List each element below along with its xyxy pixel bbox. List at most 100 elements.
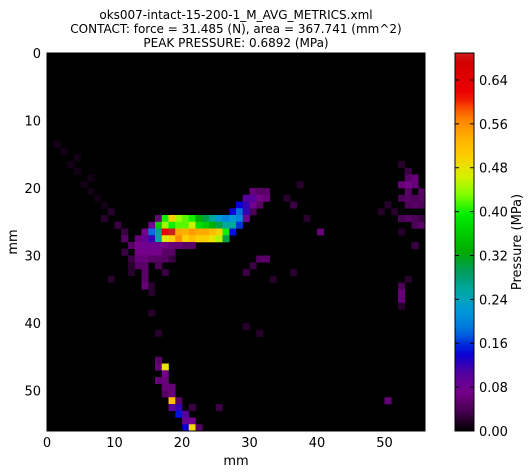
heatmap-cell	[141, 269, 149, 277]
plot-area	[47, 53, 425, 431]
heatmap-cell	[215, 215, 223, 223]
heatmap-cell	[256, 329, 264, 337]
heatmap-cell	[411, 194, 419, 202]
heatmap-cell	[256, 188, 264, 196]
heatmap-cell	[141, 248, 149, 256]
x-tick-label: 20	[174, 436, 191, 451]
heatmap-cell	[161, 242, 169, 250]
y-tick-label: 10	[24, 115, 41, 130]
heatmap-cell	[155, 255, 163, 263]
heatmap-cell	[67, 161, 75, 169]
heatmap-cell	[161, 269, 169, 277]
heatmap-cell	[128, 262, 136, 270]
heatmap-cell	[128, 242, 136, 250]
heatmap-cell	[404, 181, 412, 189]
chart-title: oks007-intact-15-200-1_M_AVG_METRICS.xml…	[70, 8, 401, 50]
heatmap-cell	[161, 228, 169, 236]
colorbar-tick-label: 0.56	[479, 118, 508, 133]
heatmap-cell	[188, 221, 196, 229]
heatmap-cell	[182, 410, 190, 418]
heatmap-cell	[182, 424, 190, 432]
heatmap-cell	[121, 248, 129, 256]
heatmap-cell	[398, 161, 406, 169]
colorbar-tick-label: 0.40	[479, 206, 508, 221]
heatmap-cell	[209, 228, 217, 236]
heatmap-cell	[141, 235, 149, 243]
heatmap-cell	[411, 242, 419, 250]
heatmap-cell	[161, 255, 169, 263]
heatmap-cell	[182, 228, 190, 236]
colorbar	[455, 53, 474, 431]
heatmap-cell	[418, 221, 426, 229]
heatmap-cell	[236, 221, 244, 229]
y-tick-label: 50	[24, 385, 41, 400]
heatmap-cell	[128, 269, 136, 277]
heatmap-cell	[168, 228, 176, 236]
heatmap-cell	[202, 228, 210, 236]
heatmap-cell	[175, 397, 183, 405]
heatmap-cell	[269, 275, 277, 283]
heatmap-cell	[141, 255, 149, 263]
heatmap-cell	[141, 228, 149, 236]
heatmap-cell	[263, 255, 271, 263]
heatmap-cell	[411, 201, 419, 209]
heatmap-cell	[148, 289, 156, 297]
heatmap-cell	[263, 188, 271, 196]
heatmap-cell	[411, 215, 419, 223]
heatmap-cell	[236, 215, 244, 223]
heatmap-cell	[263, 194, 271, 202]
heatmap-cell	[155, 356, 163, 364]
heatmap-cell	[317, 228, 325, 236]
heatmap-cell	[296, 181, 304, 189]
heatmap-cell	[411, 174, 419, 182]
heatmap-cell	[74, 167, 82, 175]
heatmap-cell	[168, 235, 176, 243]
heatmap-cell	[249, 194, 257, 202]
heatmap-cell	[141, 242, 149, 250]
colorbar-tick-label: 0.48	[479, 162, 508, 177]
heatmap-cell	[182, 221, 190, 229]
heatmap-cell	[229, 228, 237, 236]
title-line-2: CONTACT: force = 31.485 (N), area = 367.…	[70, 22, 401, 36]
heatmap-cell	[141, 282, 149, 290]
heatmap-cell	[242, 215, 250, 223]
heatmap-cell	[290, 201, 298, 209]
heatmap-cell	[290, 269, 298, 277]
heatmap-cell	[148, 309, 156, 317]
heatmap-cell	[188, 242, 196, 250]
heatmap-cell	[161, 235, 169, 243]
heatmap-cell	[215, 221, 223, 229]
heatmap-cell	[148, 255, 156, 263]
heatmap-cell	[202, 235, 210, 243]
title-line-3: PEAK PRESSURE: 0.6892 (MPa)	[143, 36, 328, 50]
x-tick-label: 50	[376, 436, 393, 451]
colorbar-tick-label: 0.00	[479, 425, 508, 440]
heatmap-cell	[141, 262, 149, 270]
y-tick-label: 40	[24, 317, 41, 332]
y-tick-label: 0	[33, 47, 41, 62]
heatmap-cell	[384, 397, 392, 405]
heatmap-cell	[155, 262, 163, 270]
heatmap-cell	[148, 248, 156, 256]
heatmap-cell	[222, 221, 230, 229]
heatmap-cell	[236, 201, 244, 209]
heatmap-cell	[398, 194, 406, 202]
heatmap-cell	[256, 201, 264, 209]
x-tick-label: 10	[106, 436, 123, 451]
heatmap-cell	[242, 208, 250, 216]
heatmap-cell	[168, 255, 176, 263]
heatmap-cell	[148, 235, 156, 243]
heatmap-cell	[168, 242, 176, 250]
heatmap-cell	[168, 397, 176, 405]
heatmap-cells	[53, 140, 426, 432]
heatmap-cell	[101, 201, 109, 209]
plot-frame	[46, 52, 426, 432]
heatmap-cell	[404, 215, 412, 223]
heatmap-cell	[175, 228, 183, 236]
heatmap-cell	[182, 235, 190, 243]
heatmap-cell	[175, 235, 183, 243]
heatmap-cell	[175, 221, 183, 229]
heatmap-cell	[242, 323, 250, 331]
heatmap-cell	[202, 221, 210, 229]
heatmap-cell	[398, 228, 406, 236]
